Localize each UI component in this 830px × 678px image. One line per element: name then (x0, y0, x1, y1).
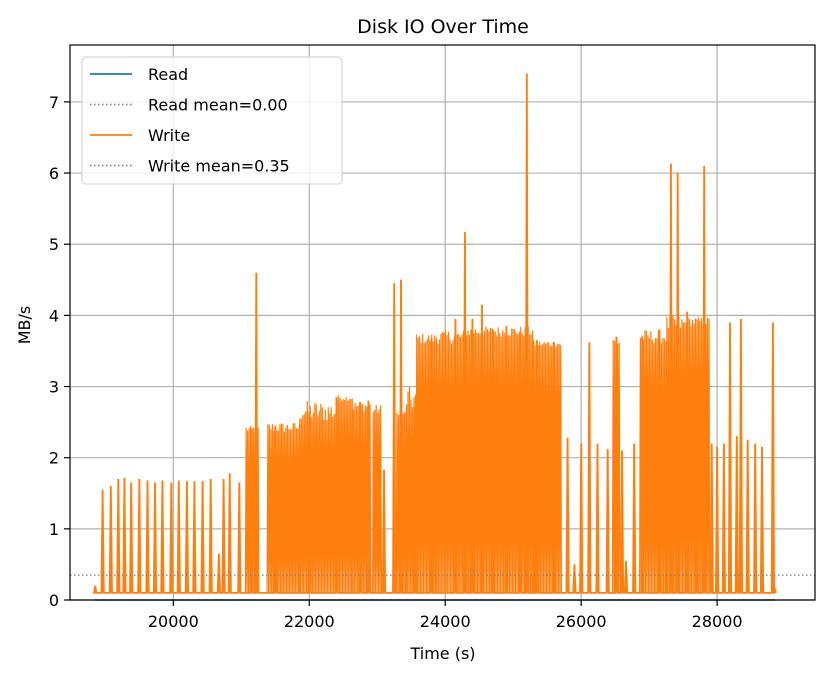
y-tick-label: 1 (49, 520, 59, 539)
grid-lines (70, 45, 815, 601)
y-tick-label: 7 (49, 93, 59, 112)
x-tick-label: 22000 (284, 612, 335, 631)
x-tick-label: 20000 (148, 612, 199, 631)
legend-write-mean-label: Write mean=0.35 (148, 157, 290, 176)
plot-frame (69, 44, 816, 601)
legend-read-mean-label: Read mean=0.00 (148, 96, 288, 115)
x-axis-label: Time (s) (409, 644, 475, 663)
x-tick-label: 28000 (692, 612, 743, 631)
x-tick-label: 26000 (556, 612, 607, 631)
y-tick-label: 5 (49, 235, 59, 254)
y-tick-label: 2 (49, 449, 59, 468)
y-axis-label: MB/s (15, 306, 34, 345)
legend-write-label: Write (148, 126, 190, 145)
legend-box (81, 56, 343, 185)
x-axis-ticks: 20000 22000 24000 26000 28000 (148, 600, 743, 631)
y-tick-label: 6 (49, 164, 59, 183)
y-tick-label: 3 (49, 378, 59, 397)
legend: Read Read mean=0.00 Write Write mean=0.35 (81, 56, 343, 185)
y-tick-label: 0 (49, 591, 59, 610)
y-axis-ticks: 0 1 2 3 4 5 6 7 (49, 93, 70, 610)
y-tick-label: 4 (49, 306, 59, 325)
x-tick-label: 24000 (420, 612, 471, 631)
chart-title: Disk IO Over Time (357, 16, 529, 38)
legend-read-label: Read (148, 65, 188, 84)
